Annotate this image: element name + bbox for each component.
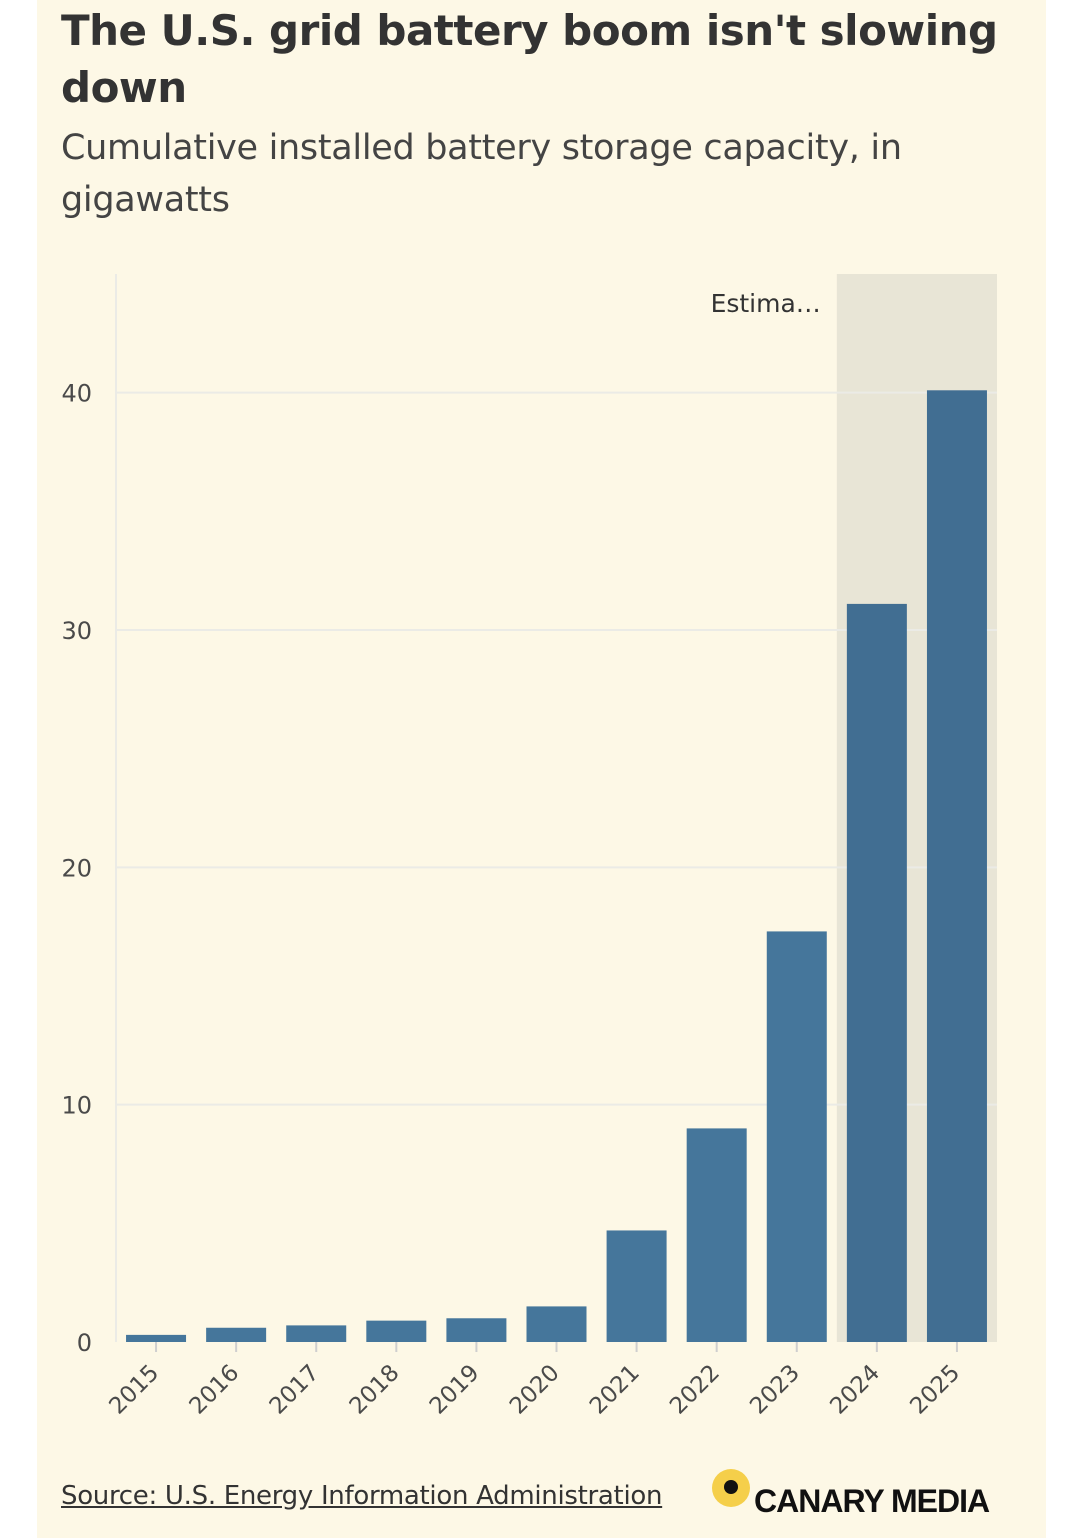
bar-2017 <box>286 1325 347 1342</box>
x-tick-label: 2024 <box>825 1360 885 1420</box>
x-tick-label: 2023 <box>745 1360 805 1420</box>
y-tick-label: 10 <box>61 1092 92 1120</box>
x-tick-label: 2018 <box>345 1360 405 1420</box>
y-axis-ticks: 0 10 20 30 40 <box>61 380 92 1357</box>
y-tick-label: 40 <box>61 380 92 408</box>
chart-subtitle: Cumulative installed battery storage cap… <box>61 128 902 220</box>
bar-2020 <box>526 1306 587 1342</box>
bar-2019 <box>446 1318 507 1342</box>
canary-media-logo: CANARY MEDIA <box>712 1469 1032 1529</box>
x-tick-label: 2022 <box>665 1360 725 1420</box>
logo-dot-icon <box>712 1469 750 1507</box>
bar-2021 <box>606 1230 667 1342</box>
chart-title: The U.S. grid battery boom isn't slowing… <box>61 6 998 112</box>
x-tick-label: 2015 <box>105 1360 165 1420</box>
bars <box>126 390 987 1342</box>
bar-2023 <box>766 931 827 1342</box>
logo-text: CANARY MEDIA <box>754 1483 990 1519</box>
x-tick-label: 2021 <box>585 1360 645 1420</box>
y-tick-label: 20 <box>61 854 92 882</box>
x-tick-label: 2016 <box>185 1360 245 1420</box>
bar-2018 <box>366 1320 427 1342</box>
x-tick-label: 2017 <box>265 1360 325 1420</box>
source-link[interactable]: Source: U.S. Energy Information Administ… <box>61 1481 663 1511</box>
y-tick-label: 30 <box>61 617 92 645</box>
bar-2024 <box>846 603 907 1342</box>
x-tick-label: 2020 <box>505 1360 565 1420</box>
x-tick-label: 2025 <box>905 1360 965 1420</box>
estimate-label: Estima… <box>711 289 821 318</box>
x-axis-ticks: 2015 2016 2017 2018 2019 2020 2021 2022 2023 2024… <box>105 1342 965 1420</box>
x-tick-label: 2019 <box>425 1360 485 1420</box>
bar-2016 <box>206 1327 267 1342</box>
bar-2025 <box>926 390 987 1342</box>
y-tick-label: 0 <box>77 1329 92 1357</box>
bar-2015 <box>126 1334 187 1342</box>
bar-2022 <box>686 1128 747 1342</box>
